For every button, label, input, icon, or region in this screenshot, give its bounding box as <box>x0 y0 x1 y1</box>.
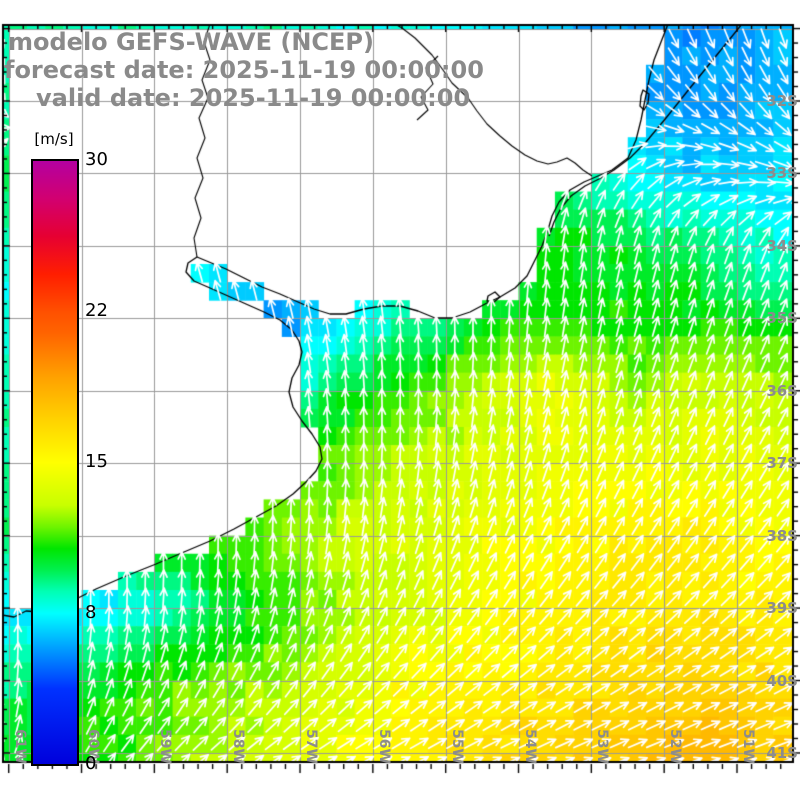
lat-label: 34S <box>766 236 798 255</box>
colorbar-tick-label: 30 <box>85 149 108 170</box>
lon-label: 54W <box>521 729 538 764</box>
lat-label: 35S <box>766 309 798 328</box>
lat-label: 38S <box>766 526 798 545</box>
lon-label: 53W <box>594 729 611 764</box>
lon-label: 51W <box>740 729 756 764</box>
lon-label: 57W <box>303 729 320 764</box>
lon-label: 52W <box>667 729 684 764</box>
lon-label: 61W <box>11 729 28 764</box>
lat-label: 39S <box>766 599 798 618</box>
colorbar-tick-label: 8 <box>85 602 97 623</box>
lon-label: 58W <box>230 729 247 764</box>
lat-label: 37S <box>766 454 798 473</box>
colorbar <box>31 159 79 766</box>
colorbar-tick-label: 15 <box>85 451 108 472</box>
lon-label: 56W <box>375 729 392 764</box>
lat-label: 32S <box>766 92 798 110</box>
colorbar-tick-label: 0 <box>85 753 97 774</box>
colorbar-unit-label: [m/s] <box>34 130 74 148</box>
lat-label: 41S <box>766 743 798 762</box>
forecast-date-line: forecast date: 2025-11-19 00:00:00 <box>4 56 484 84</box>
lat-label: 36S <box>766 381 798 400</box>
lat-label: 40S <box>766 671 798 690</box>
lon-label: 55W <box>448 729 465 764</box>
colorbar-tick-label: 22 <box>85 300 108 321</box>
model-title: modelo GEFS-WAVE (NCEP) <box>8 28 374 56</box>
lon-label: 59W <box>157 729 174 764</box>
lat-label: 33S <box>766 164 798 183</box>
valid-date-line: valid date: 2025-11-19 00:00:00 <box>36 84 471 112</box>
